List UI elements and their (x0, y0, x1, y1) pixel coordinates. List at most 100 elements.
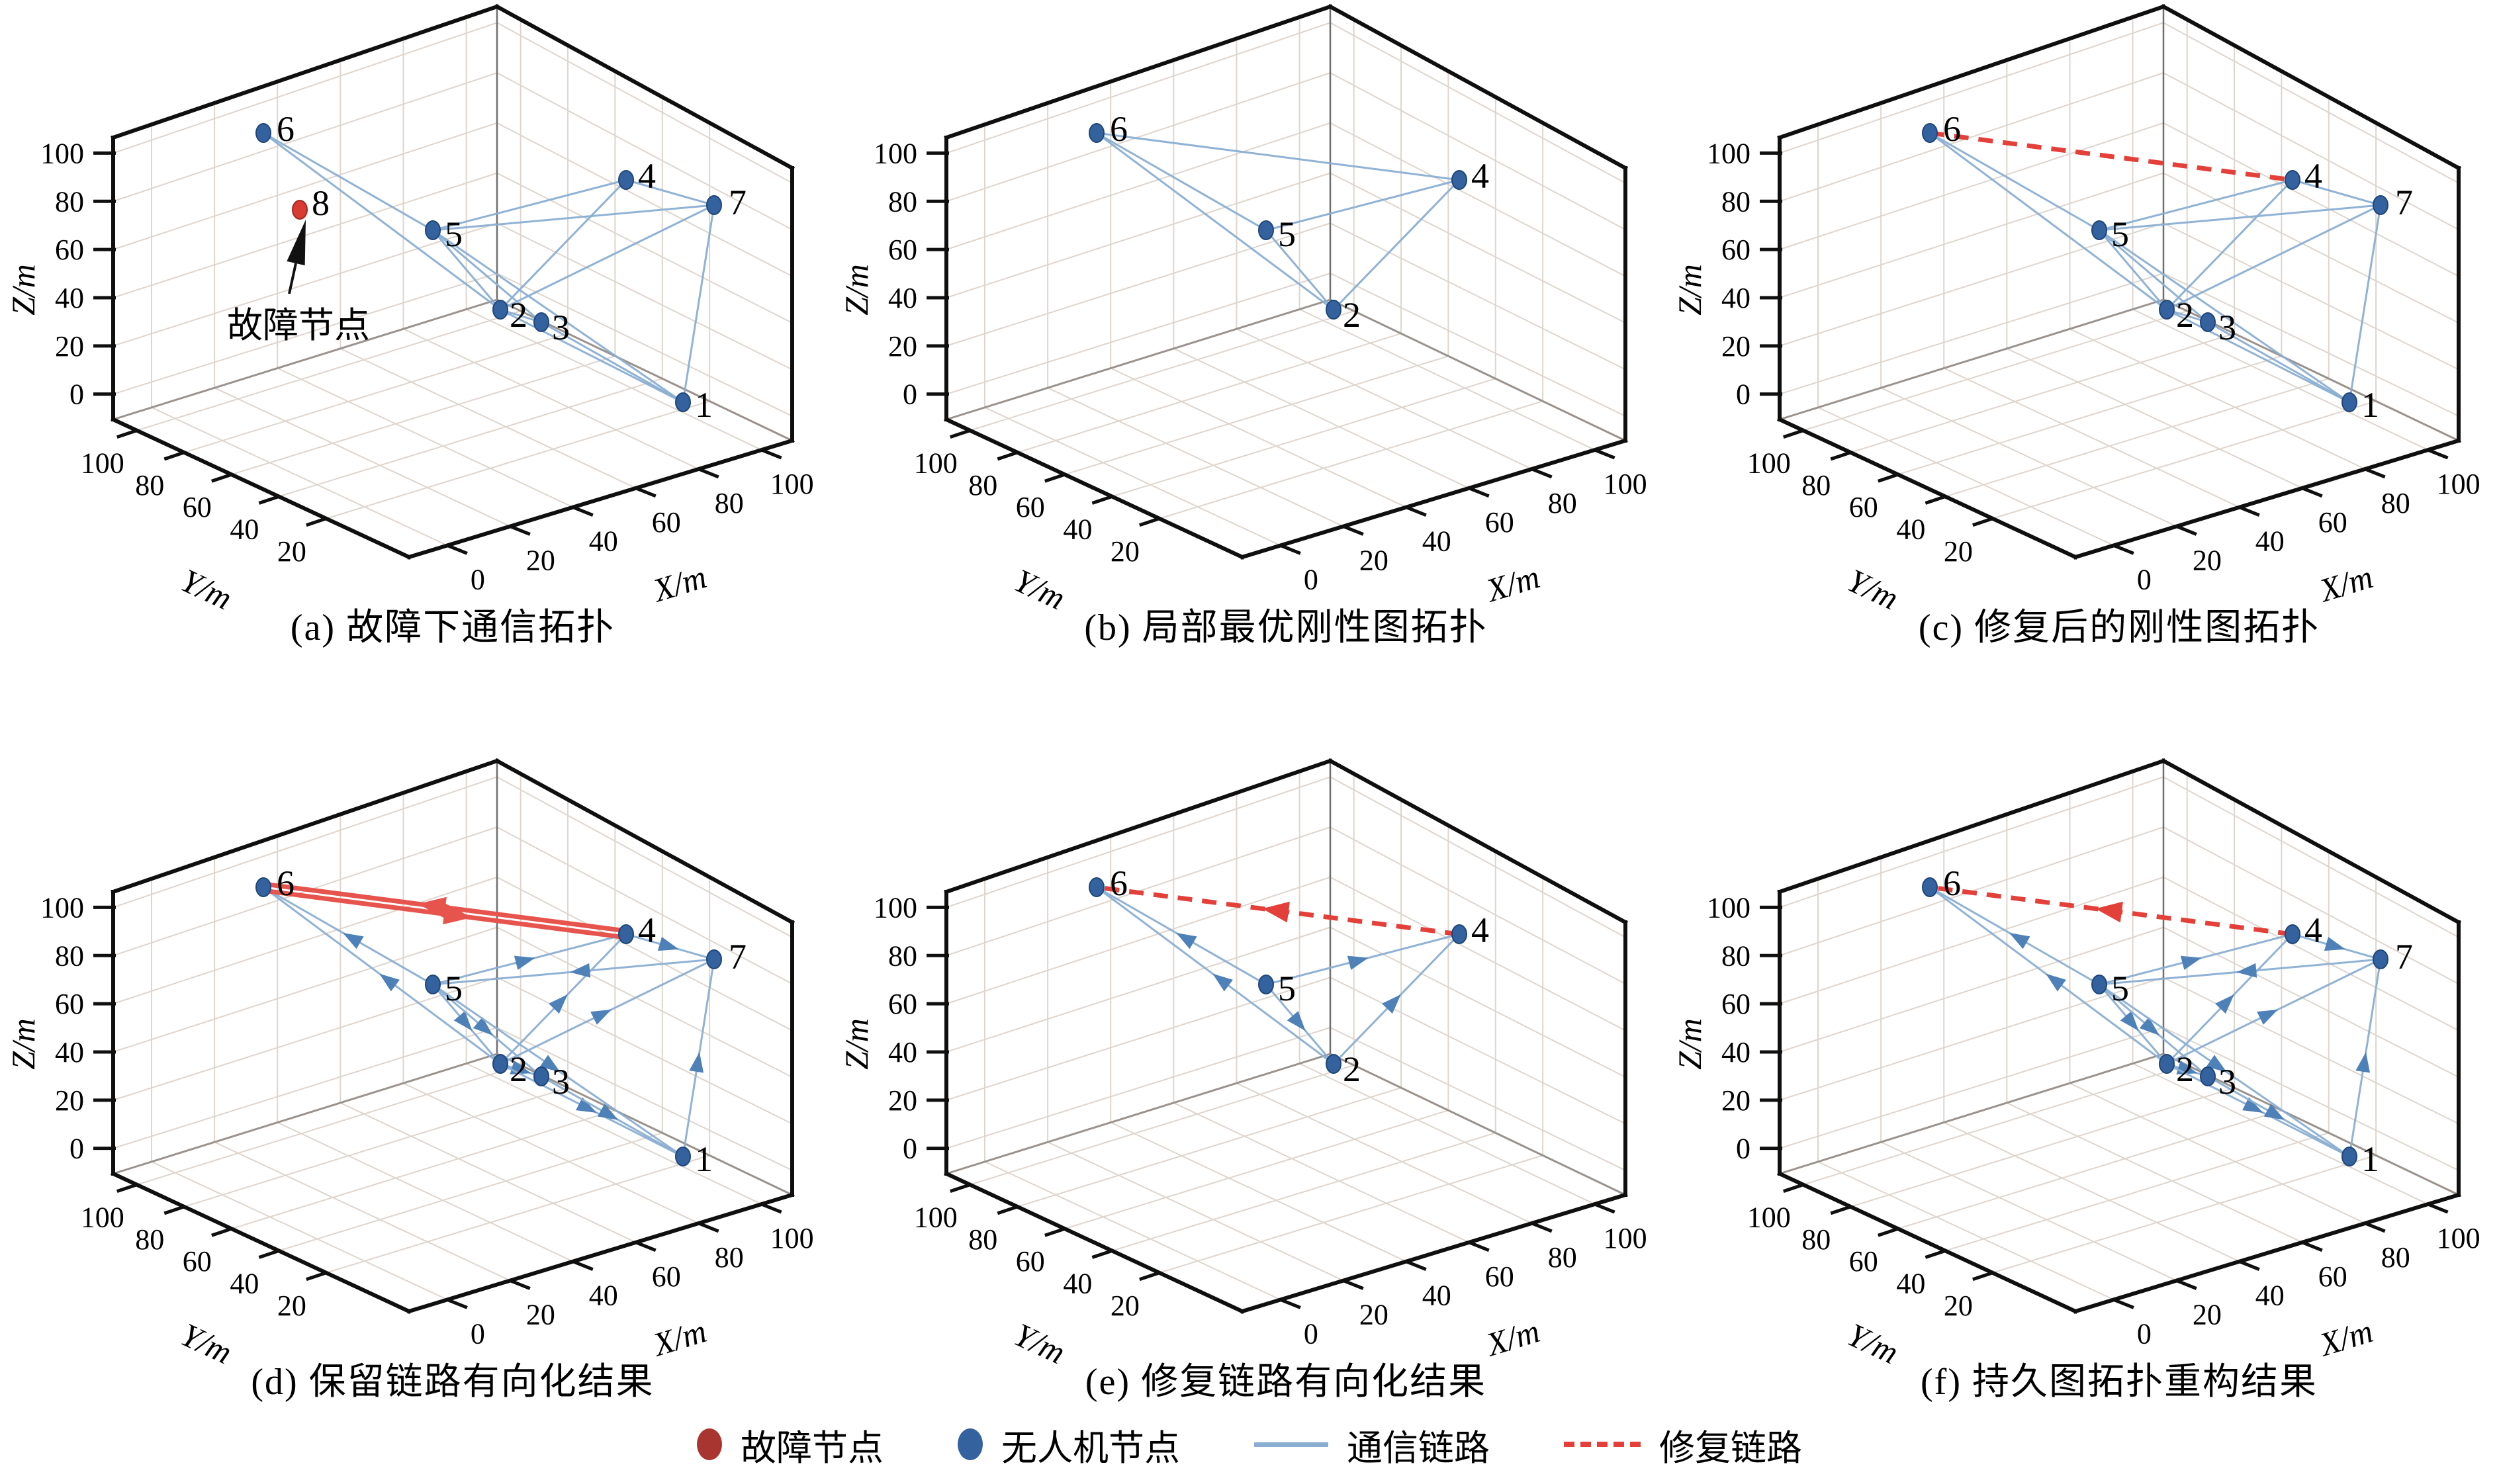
grid-line (2069, 1082, 2366, 1224)
axis-spine (2073, 1192, 2461, 1314)
comm-link (1929, 132, 2100, 232)
grid-line (1159, 1155, 1543, 1274)
y-tick-label: 80 (968, 469, 997, 502)
x-tick-label: 60 (652, 1260, 681, 1293)
grid (113, 761, 793, 1301)
uav-node-dot (2341, 1147, 2357, 1166)
grid-line (1236, 1082, 1533, 1224)
grid-line (1992, 1155, 2377, 1274)
comm-link (1265, 179, 1460, 232)
z-tick-label: 100 (1707, 891, 1750, 924)
direction-arrow-icon (443, 903, 472, 925)
legend-label: 通信链路 (1347, 1428, 1490, 1468)
z-tick-label: 80 (888, 939, 917, 972)
plot3d-e: 10080604020010080604020020406080100Z/mY/… (838, 758, 1647, 1371)
uav-node-dot (706, 195, 722, 215)
axis-box (111, 3, 795, 560)
direction-arrow-icon (590, 1009, 612, 1025)
grid-line (496, 222, 793, 371)
axis-spine (1327, 758, 1629, 926)
z-tick-label: 80 (55, 185, 84, 218)
grid-line (1236, 328, 1533, 470)
axis-titles: Z/mY/m X/m (1671, 264, 2377, 617)
grid-line (2069, 328, 2366, 470)
failed-node-icon (697, 1428, 722, 1460)
z-tick-label: 40 (55, 1036, 84, 1069)
grid-line (1330, 876, 1626, 1031)
direction-arrow-icon (570, 963, 591, 978)
node-label: 5 (2111, 969, 2129, 1008)
uav-node-dot (2091, 975, 2107, 994)
z-tick-label: 100 (874, 891, 917, 924)
plot3d-c: 10080604020010080604020020406080100Z/mY/… (1671, 3, 2480, 617)
grid-line (403, 328, 700, 470)
grid-line (496, 826, 793, 984)
uav-node-dot (675, 1147, 691, 1166)
grid-line (1779, 22, 2164, 154)
direction-arrow-icon (657, 936, 679, 951)
axis-titles: Z/mY/m X/m (838, 1018, 1544, 1371)
direction-arrow-icon (2236, 963, 2257, 978)
z-tick-label: 40 (55, 282, 84, 314)
x-tick-label: 40 (2255, 525, 2285, 558)
comm-link (499, 179, 627, 311)
x-tick-label: 20 (2193, 545, 2222, 577)
grid-line (1779, 122, 2164, 251)
direction-arrow-icon (1382, 994, 1401, 1014)
z-tick-label: 60 (888, 988, 917, 1020)
grid-line (1897, 1110, 2282, 1230)
node-label: 7 (2395, 183, 2413, 222)
grid-line (1779, 1027, 2164, 1149)
grid-line (496, 977, 793, 1125)
grid-line (946, 273, 1331, 395)
axis-spine (1777, 417, 2078, 560)
grid-line (231, 1110, 615, 1230)
direction-arrow-icon (2180, 955, 2202, 970)
comm-links (1096, 132, 1461, 311)
grid-line (1803, 1065, 2187, 1186)
plot3d-a: 10080604020010080604020020406080100Z/mY/… (5, 3, 814, 617)
grid (1779, 761, 2459, 1301)
repair-link-dashed (1929, 130, 2293, 183)
grid-line (1330, 172, 1626, 324)
subplot-a: 100 80 60 40 20 0 100 80 60 40 20 0 20 40 60 80 100 Z/m Y/… (0, 0, 833, 738)
x-tick-label: 0 (2137, 563, 2152, 595)
uav-node-dot (1326, 1054, 1341, 1074)
direction-arrow-icon (453, 1011, 473, 1031)
node-label: 3 (2218, 1062, 2236, 1102)
z-tick-label: 0 (69, 1133, 84, 1165)
grid-line (1779, 876, 2164, 1005)
x-tick-label: 60 (1485, 1260, 1514, 1293)
comm-link (432, 179, 627, 232)
node-label: 1 (2361, 385, 2379, 425)
comm-link (2099, 229, 2350, 404)
grid-line (946, 72, 1331, 202)
x-tick-label: 0 (1304, 1317, 1318, 1350)
grid-line (2163, 1027, 2459, 1171)
node-label: 4 (1471, 156, 1489, 196)
grid-line (2163, 977, 2459, 1125)
node-label: 3 (552, 1062, 570, 1102)
axis-box (111, 758, 795, 1314)
uav-node-dot (1089, 877, 1105, 897)
y-tick-label: 20 (277, 1289, 306, 1322)
y-tick-label: 80 (968, 1223, 997, 1256)
node-label: 7 (729, 183, 747, 222)
legend-label: 无人机节点 (1001, 1428, 1180, 1468)
comm-link (432, 230, 502, 310)
legend: 故障节点 无人机节点 通信链路 修复链路 (0, 1410, 2499, 1479)
subplot-c: 100 80 60 40 20 0 100 80 60 40 20 0 20 40 60 80 100 Z/m Y/… (1666, 0, 2499, 738)
grid-line (1064, 1110, 1449, 1230)
legend-item-uav-node: 无人机节点 (958, 1419, 1180, 1471)
comm-link (1332, 179, 1461, 311)
y-tick-label: 20 (1944, 1289, 1973, 1322)
x-tick-label: 20 (526, 1299, 555, 1331)
axis-box (944, 3, 1629, 560)
direction-arrow-icon (1176, 932, 1197, 949)
uav-node-dot (618, 170, 634, 190)
node-label: 5 (2111, 214, 2129, 254)
grid-line (946, 298, 1331, 421)
y-tick-label: 40 (230, 1267, 259, 1299)
